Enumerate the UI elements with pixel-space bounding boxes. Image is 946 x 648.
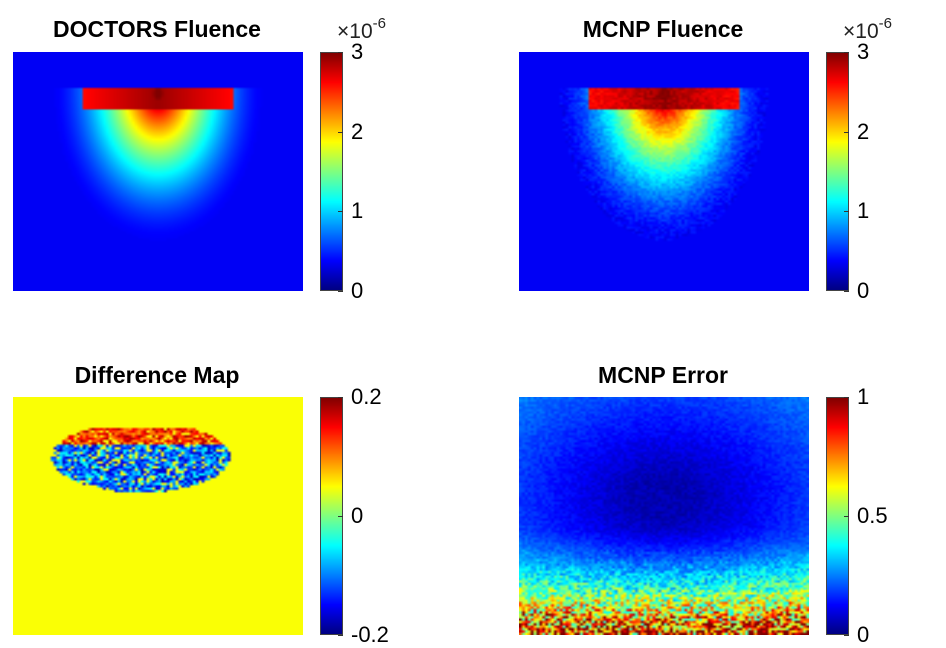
chart-title: MCNP Error	[598, 362, 728, 388]
colorbar-tick-label: 2	[857, 118, 870, 144]
colorbar-tick-label: 0.5	[857, 503, 888, 528]
colorbar	[320, 397, 343, 635]
colorbar-tick-label: 1	[351, 198, 364, 224]
heatmap-difference-map	[13, 397, 303, 635]
colorbar-tick-mark	[338, 52, 343, 53]
colorbar-tick-mark	[844, 397, 849, 398]
colorbar-tick-mark	[844, 211, 849, 212]
colorbar-tick-label: 3	[857, 39, 870, 64]
colorbar-tick-mark	[844, 516, 849, 517]
colorbar	[320, 52, 343, 291]
chart-title: MCNP Fluence	[582, 16, 744, 42]
colorbar-tick-label: 2	[351, 118, 364, 144]
chart-title: Difference Map	[74, 362, 240, 388]
colorbar-frame	[320, 52, 343, 291]
heatmap-mcnp-error	[519, 397, 809, 635]
colorbar-tick-mark	[338, 397, 343, 398]
colorbar-tick-mark	[338, 635, 343, 636]
colorbar-tick-mark	[338, 516, 343, 517]
colorbar-tick-label: 0	[857, 622, 870, 647]
colorbar-tick-mark	[844, 132, 849, 133]
heatmap-mcnp-fluence	[519, 52, 809, 291]
colorbar	[826, 52, 849, 291]
colorbar-frame	[826, 52, 849, 291]
colorbar-tick-mark	[844, 291, 849, 292]
colorbar-tick-label: -0.2	[351, 622, 389, 647]
colorbar-tick-label: 0	[351, 503, 364, 528]
colorbar-tick-mark	[844, 52, 849, 53]
colorbar-tick-mark	[338, 291, 343, 292]
colorbar-tick-mark	[338, 132, 343, 133]
colorbar-tick-mark	[338, 211, 343, 212]
colorbar-multiplier: ×10-6	[843, 15, 892, 43]
colorbar-tick-label: 1	[857, 384, 870, 409]
chart-title: DOCTORS Fluence	[53, 16, 261, 42]
colorbar	[826, 397, 849, 635]
colorbar-tick-label: 0	[857, 278, 870, 303]
colorbar-tick-label: 3	[351, 39, 364, 64]
colorbar-tick-label: 1	[857, 198, 870, 224]
colorbar-tick-label: 0	[351, 278, 364, 303]
heatmap-doctors-fluence	[13, 52, 303, 291]
colorbar-tick-mark	[844, 635, 849, 636]
colorbar-tick-label: 0.2	[351, 384, 382, 409]
colorbar-multiplier: ×10-6	[337, 15, 386, 43]
